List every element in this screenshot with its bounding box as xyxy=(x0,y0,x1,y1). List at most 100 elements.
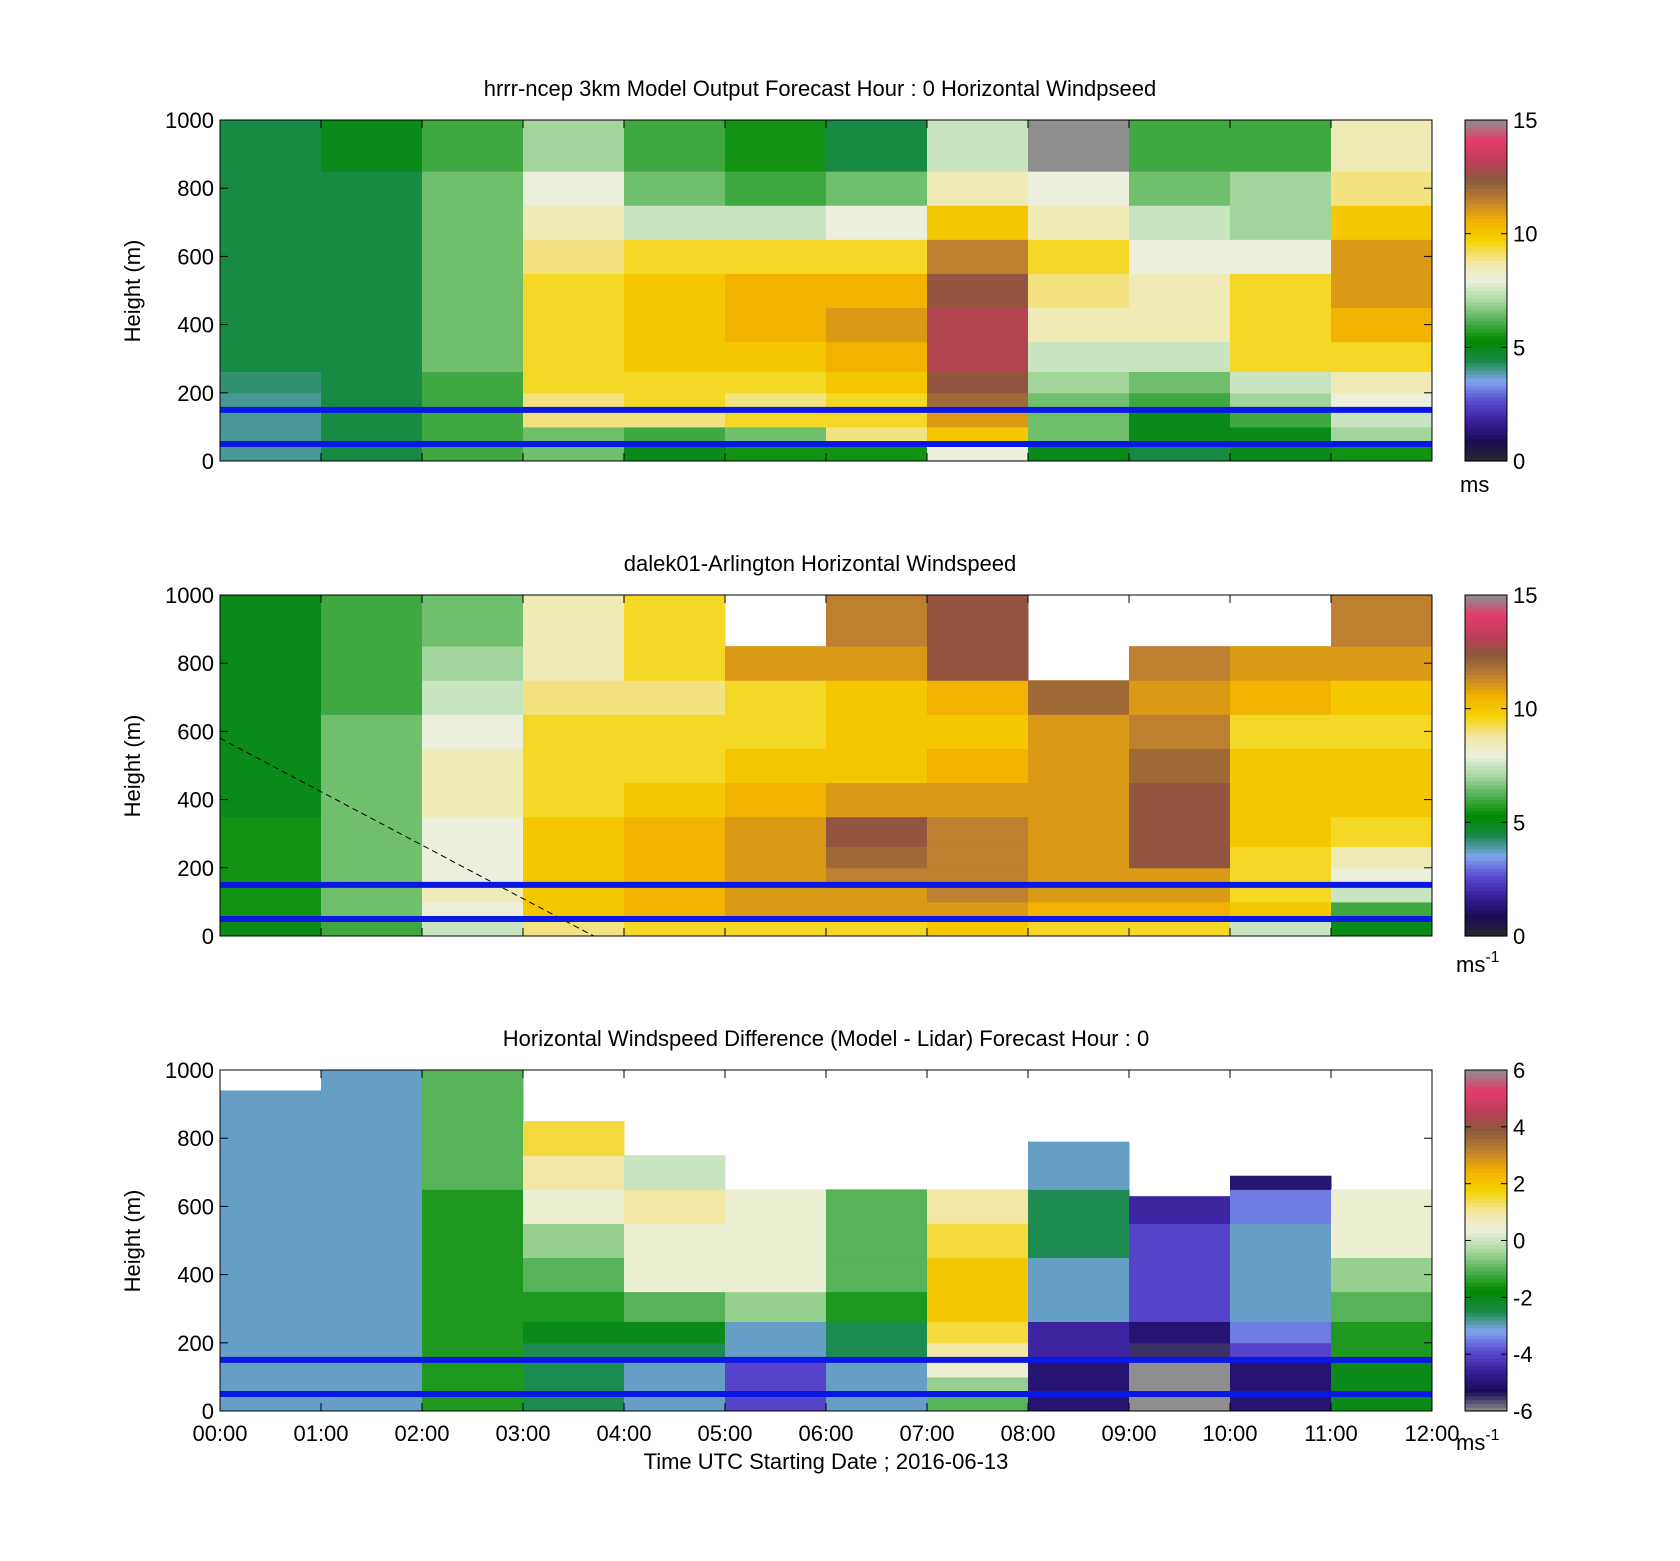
colorbar-segment xyxy=(1465,195,1507,201)
heatmap-cell xyxy=(1331,1376,1433,1395)
colorbar-segment xyxy=(1465,396,1507,401)
heatmap-cell xyxy=(1028,307,1130,343)
heatmap-cell xyxy=(321,1291,423,1322)
panel-difference-title: Horizontal Windspeed Difference (Model -… xyxy=(503,1026,1149,1051)
heatmap-cell xyxy=(624,782,726,818)
heatmap-cell xyxy=(1129,646,1231,681)
colorbar-segment xyxy=(1465,1304,1507,1310)
colorbar-segment xyxy=(1465,1126,1507,1132)
heatmap-cell xyxy=(725,341,827,372)
colorbar-segment xyxy=(1465,1145,1507,1151)
heatmap-cell xyxy=(927,1223,1029,1259)
colorbar-segment xyxy=(1465,1176,1507,1181)
colorbar-segment xyxy=(1465,120,1507,125)
heatmap-cell xyxy=(927,884,1029,903)
colorbar-segment xyxy=(1465,833,1507,839)
colorbar-segment xyxy=(1465,932,1507,937)
x-tick-label: 07:00 xyxy=(899,1421,954,1446)
panel-lidar-ylabel: Height (m) xyxy=(120,715,145,818)
colorbar-segment xyxy=(1465,1172,1507,1177)
heatmap-cell xyxy=(624,714,726,749)
colorbar-segment xyxy=(1465,1187,1507,1192)
heatmap-cell xyxy=(927,782,1029,818)
colorbar-segment xyxy=(1465,267,1507,273)
heatmap-cell xyxy=(927,307,1029,343)
colorbar-segment xyxy=(1465,901,1507,907)
colorbar-segment xyxy=(1465,222,1507,227)
heatmap-cell xyxy=(1028,1342,1130,1361)
heatmap-cell xyxy=(1129,1342,1231,1361)
heatmap-cell xyxy=(1331,392,1433,411)
heatmap-cell xyxy=(826,392,928,411)
colorbar-segment xyxy=(1465,644,1507,649)
colorbar-segment xyxy=(1465,617,1507,623)
heatmap-cell xyxy=(624,595,726,647)
heatmap-cell xyxy=(1230,901,1332,920)
panel-difference-colorbar: -6 -4 -2 0 2 4 6 xyxy=(1464,1058,1533,1424)
colorbar-segment xyxy=(1465,426,1507,432)
heatmap-cell xyxy=(927,205,1029,240)
colorbar-segment xyxy=(1465,237,1507,242)
heatmap-cell xyxy=(220,1393,322,1412)
colorbar-segment xyxy=(1465,765,1507,770)
colorbar-segment xyxy=(1465,218,1507,223)
heatmap-cell xyxy=(826,273,928,309)
heatmap-cell xyxy=(1129,1321,1231,1344)
colorbar-segment xyxy=(1465,245,1507,250)
colorbar-segment xyxy=(1465,1285,1507,1291)
colorbar-segment xyxy=(1465,1195,1507,1200)
colorbar-segment xyxy=(1465,1153,1507,1158)
colorbar-segment xyxy=(1465,1236,1507,1242)
heatmap-cell xyxy=(321,1155,423,1190)
heatmap-cell xyxy=(1129,901,1231,920)
heatmap-cell xyxy=(927,341,1029,372)
heatmap-cell xyxy=(725,901,827,920)
colorbar-segment xyxy=(1465,176,1507,182)
heatmap-cell xyxy=(523,1189,625,1224)
heatmap-cell xyxy=(826,846,928,869)
colorbar-segment xyxy=(1465,294,1507,299)
heatmap-cell xyxy=(1129,816,1231,847)
colorbar-tick-label: 4 xyxy=(1513,1115,1525,1140)
colorbar-segment xyxy=(1465,875,1507,880)
heatmap-cell xyxy=(826,884,928,903)
colorbar-segment xyxy=(1465,731,1507,736)
heatmap-cell xyxy=(826,680,928,715)
colorbar-segment xyxy=(1465,837,1507,842)
heatmap-cell xyxy=(1028,901,1130,920)
heatmap-cell xyxy=(725,846,827,869)
heatmap-cell xyxy=(624,884,726,903)
heatmap-cell xyxy=(1129,443,1231,462)
heatmap-cell xyxy=(220,205,322,240)
colorbar-segment xyxy=(1465,1160,1507,1166)
colorbar-segment xyxy=(1465,362,1507,367)
heatmap-cell xyxy=(624,443,726,462)
heatmap-cell xyxy=(1129,273,1231,309)
heatmap-cell xyxy=(523,1223,625,1259)
colorbar-segment xyxy=(1465,632,1507,638)
heatmap-cell xyxy=(1230,782,1332,818)
panel-difference-ylabel: Height (m) xyxy=(120,1190,145,1293)
heatmap-cell xyxy=(1129,307,1231,343)
colorbar-segment xyxy=(1465,233,1507,239)
colorbar-segment xyxy=(1465,822,1507,827)
heatmap-cell xyxy=(422,1155,524,1190)
colorbar-segment xyxy=(1465,852,1507,858)
heatmap-cell xyxy=(523,1321,625,1344)
colorbar-segment xyxy=(1465,1225,1507,1230)
colorbar-segment xyxy=(1465,648,1507,653)
panel-lidar-xticks xyxy=(219,595,1433,936)
colorbar-segment xyxy=(1465,1115,1507,1120)
heatmap-cell xyxy=(422,392,524,411)
heatmap-cell xyxy=(220,307,322,343)
heatmap-cell xyxy=(826,782,928,818)
colorbar-segment xyxy=(1465,1376,1507,1382)
heatmap-cell xyxy=(624,1376,726,1395)
colorbar-segment xyxy=(1465,1282,1507,1287)
colorbar-segment xyxy=(1465,165,1507,170)
colorbar-segment xyxy=(1465,1293,1507,1298)
heatmap-cell xyxy=(220,918,322,937)
heatmap-cell xyxy=(523,1342,625,1361)
heatmap-cell xyxy=(1230,341,1332,372)
heatmap-cell xyxy=(523,1257,625,1293)
